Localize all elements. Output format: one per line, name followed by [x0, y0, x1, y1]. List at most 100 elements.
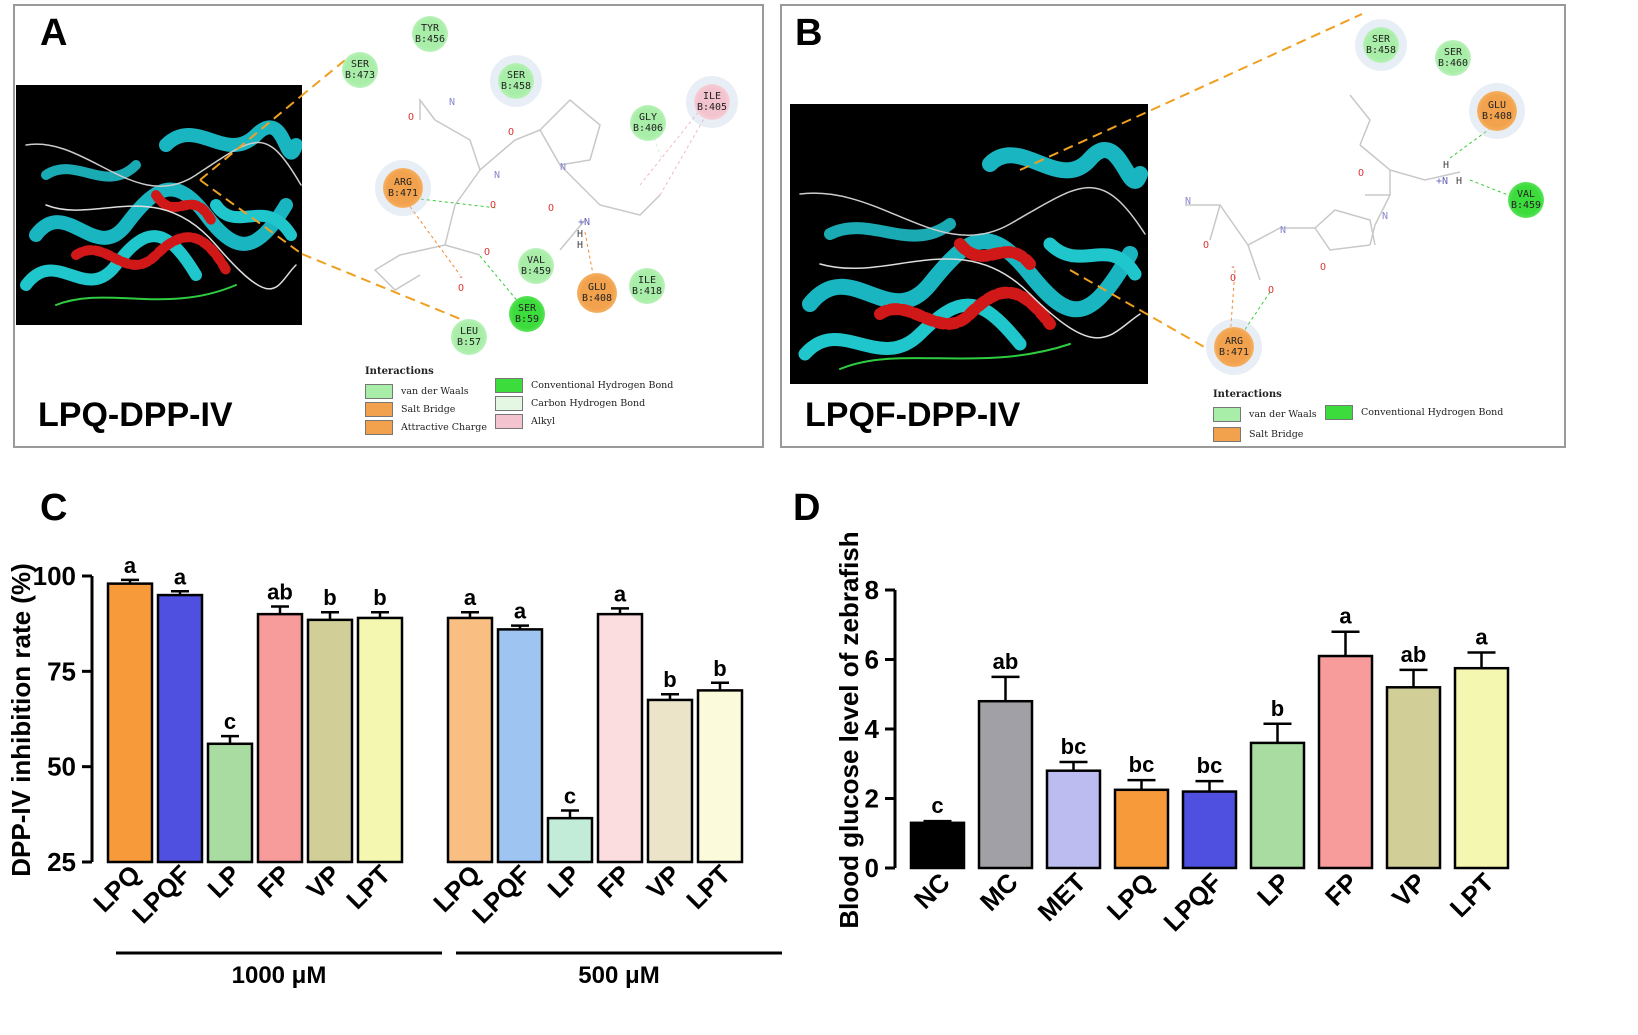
residue-id: B:459: [520, 266, 552, 277]
legend-item: van der Waals: [365, 384, 469, 399]
x-tick-label: VP: [641, 859, 687, 905]
x-tick-label: LPQF: [466, 859, 536, 929]
x-tick-label: LPT: [680, 859, 736, 915]
group-label: 1000 μM: [232, 962, 327, 989]
residue-name: LEU: [459, 326, 479, 337]
atom-label: O: [408, 112, 415, 123]
y-tick-label: 6: [865, 645, 879, 675]
bar: [1249, 741, 1306, 870]
legend-swatch: [1213, 407, 1241, 422]
panel-a-title: LPQ-DPP-IV: [38, 396, 233, 434]
significance-letter: bc: [1061, 734, 1087, 759]
significance-letter: bc: [1129, 752, 1155, 777]
significance-letter: ab: [1401, 642, 1427, 667]
residue-name: SER: [1443, 47, 1463, 58]
residue-id: B:460: [1437, 58, 1469, 69]
significance-letter: c: [224, 709, 236, 734]
atom-label: +N: [1436, 176, 1449, 187]
legend-swatch: [1213, 427, 1241, 442]
atom-label: N: [1185, 196, 1192, 207]
residue-leu-b57: LEU B:57: [451, 319, 487, 355]
residue-id: B:459: [1510, 200, 1542, 211]
bar: [909, 821, 966, 870]
legend-item: Alkyl: [495, 414, 555, 429]
x-tick-label: NC: [908, 867, 956, 915]
panel-b-title: LPQF-DPP-IV: [805, 396, 1021, 434]
legend-item: Salt Bridge: [365, 402, 455, 417]
legend-item: Conventional Hydrogen Bond: [495, 378, 673, 393]
residue-id: B:405: [696, 102, 728, 113]
significance-letter: a: [614, 581, 627, 606]
x-tick-label: LPQ: [1101, 867, 1160, 926]
legend-text: Attractive Charge: [401, 422, 488, 433]
residue-id: B:471: [387, 188, 419, 199]
bar: [106, 582, 154, 864]
y-tick-label: 50: [47, 752, 76, 782]
atom-label: N: [449, 97, 456, 108]
bar: [646, 698, 694, 864]
bar: [1113, 788, 1170, 870]
atom-label: N: [1382, 211, 1389, 222]
atom-label: H H: [577, 229, 584, 251]
residue-id: B:458: [1365, 45, 1397, 56]
x-tick-label: VP: [301, 859, 347, 905]
residue-ile-b418: ILE B:418: [629, 268, 665, 304]
residue-id: B:408: [581, 293, 613, 304]
bar: [546, 816, 594, 864]
residue-val-b459: VAL B:459: [518, 248, 554, 284]
panel-a-legend: Interactions van der Waals Salt Bridge A…: [365, 366, 673, 436]
x-tick-label: LP: [202, 859, 247, 904]
residue-id: B:408: [1481, 111, 1513, 122]
legend-item: van der Waals: [1213, 407, 1317, 422]
y-tick-label: 0: [865, 853, 879, 883]
legend-swatch: [495, 414, 523, 429]
legend-swatch: [1325, 405, 1353, 420]
legend-text: van der Waals: [1249, 409, 1317, 420]
residue-name: ARG: [1224, 336, 1244, 347]
bar: [696, 689, 744, 864]
significance-letter: b: [713, 656, 726, 681]
x-tick-label: FP: [592, 859, 637, 904]
significance-letter: b: [373, 585, 386, 610]
significance-letter: ab: [993, 649, 1019, 674]
atom-label: O: [1358, 168, 1365, 179]
x-tick-label: LPQF: [126, 859, 196, 929]
x-tick-label: LP: [542, 859, 587, 904]
x-tick-label: FP: [252, 859, 297, 904]
bar: [1385, 686, 1442, 870]
residue-name: SER: [506, 70, 526, 81]
significance-letter: bc: [1197, 753, 1223, 778]
x-tick-label: LPQF: [1157, 867, 1227, 937]
significance-letter: a: [464, 585, 477, 610]
x-tick-label: LPT: [340, 859, 396, 915]
atom-label: H: [1443, 160, 1450, 171]
atom-label: N: [494, 170, 501, 181]
legend-title: Interactions: [365, 366, 434, 377]
residue-name: ARG: [393, 177, 413, 188]
significance-letter: a: [1475, 625, 1488, 650]
residue-id: B:473: [344, 70, 376, 81]
panel-b-label: B: [795, 12, 823, 54]
significance-letter: b: [1271, 696, 1284, 721]
residue-name: ILE: [637, 275, 657, 286]
atom-label: O: [484, 247, 491, 258]
panel-b-protein-structure: [790, 104, 1148, 384]
residue-ser-b460: SER B:460: [1435, 40, 1471, 76]
atom-label: +N: [578, 217, 591, 228]
y-tick-label: 100: [33, 561, 76, 591]
significance-letter: a: [514, 599, 527, 624]
legend-title: Interactions: [1213, 389, 1282, 400]
protein-ribbon-a: [20, 120, 302, 306]
atom-label: N: [1280, 225, 1287, 236]
legend-swatch: [365, 420, 393, 435]
residue-name: SER: [350, 59, 370, 70]
x-tick-label: VP: [1386, 867, 1432, 913]
significance-letter: a: [1339, 604, 1352, 629]
residue-id: B:418: [631, 286, 663, 297]
atom-label: N: [560, 162, 567, 173]
significance-letter: a: [174, 564, 187, 589]
panel-a-protein-structure: [16, 85, 302, 325]
residue-arg-b471: ARG B:471: [1214, 327, 1254, 367]
residue-name: TYR: [420, 23, 440, 34]
